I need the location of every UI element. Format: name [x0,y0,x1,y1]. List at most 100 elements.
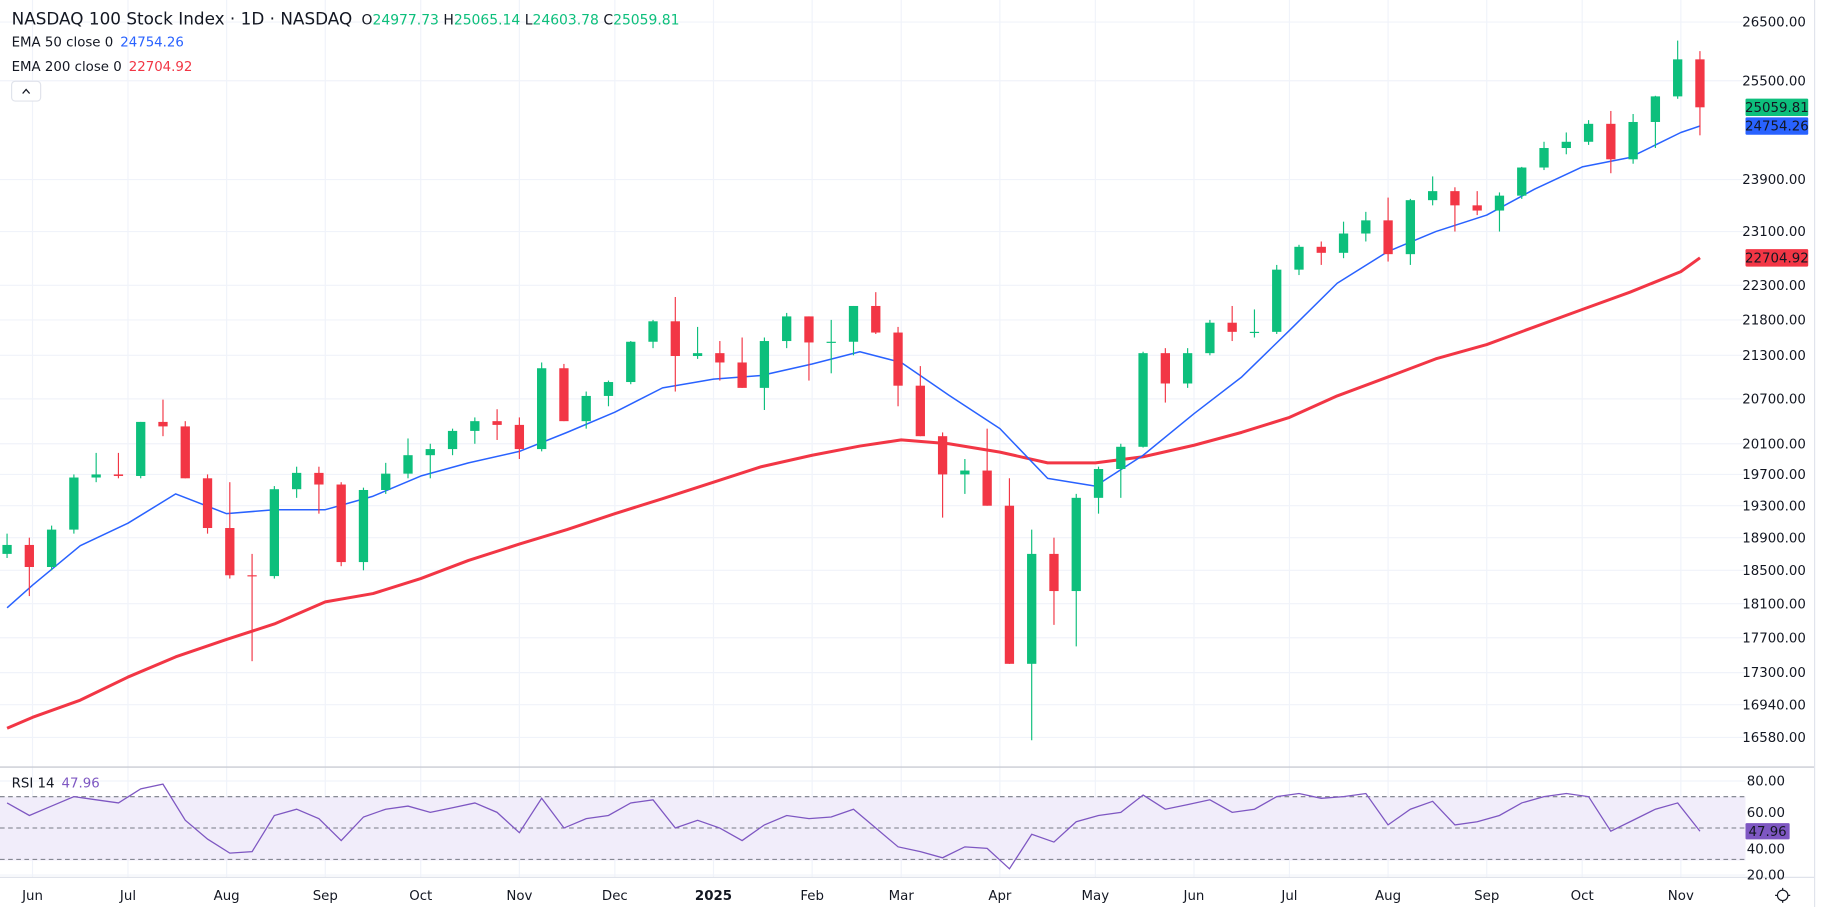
time-tick-label: Sep [1474,889,1499,904]
candle-body [1628,121,1638,160]
candle-body [1272,269,1282,332]
time-tick-label: Mar [889,889,915,904]
candle [381,462,391,494]
symbol-title[interactable]: NASDAQ 100 Stock Index · 1D · NASDAQ [12,8,353,28]
candle [1182,348,1193,388]
price-tick-label: 26500.00 [1742,16,1806,31]
collapse-legend-button[interactable] [11,80,42,102]
candle-body [91,474,101,478]
candle-body [358,489,369,563]
candle [1027,529,1037,741]
candle [759,337,770,410]
candle [470,417,480,444]
grid [0,0,1746,877]
candle-body [1561,141,1571,149]
low-label: L [525,12,533,28]
candle-body [470,421,480,431]
candle-body [492,421,502,425]
time-tick-label: Aug [214,889,240,904]
candle-body [202,478,213,529]
candle [1071,493,1081,647]
ohlc-readout: O24977.73 H25065.14 L24603.78 C25059.81 [362,12,680,28]
rsi-axis[interactable]: 80.00 60.00 40.00 20.00 [1747,775,1785,884]
candle-body [1227,322,1237,332]
candle-body [1004,505,1015,664]
candle-body [759,341,770,388]
candle [1450,187,1460,232]
time-tick-label: Nov [506,889,532,904]
candle [1316,241,1326,265]
candle-body [1138,353,1148,447]
candle [1695,51,1705,136]
price-tick-label: 19300.00 [1742,499,1806,514]
svg-text:24754.26: 24754.26 [1745,120,1809,135]
candle-body [336,484,346,563]
time-axis[interactable]: Jun Jul Aug Sep Oct Nov Dec 2025 Feb Mar Apr May Jun… [21,889,1694,904]
candle [69,474,79,534]
candle-body [225,528,235,576]
price-tick-label: 21800.00 [1742,314,1806,329]
ema50-line [6,125,1701,609]
candle-body [715,353,725,363]
candle [269,486,280,579]
candle-body [782,316,792,342]
candle-body [291,472,302,490]
candle-body [826,341,836,343]
candle [158,399,168,437]
open-value: 24977.73 [372,12,438,28]
candle [1673,40,1683,99]
candle [626,341,636,385]
rsi-tick-label: 40.00 [1747,842,1785,857]
candle [1049,537,1059,625]
candle-body [514,424,525,450]
price-axis[interactable]: 26500.00 25500.00 23900.00 23100.00 22300.00… [1742,16,1806,746]
price-tick-label: 20700.00 [1742,393,1806,408]
ema50-legend[interactable]: EMA 50 close 0 24754.26 [12,35,184,50]
candle-body [46,529,57,568]
candle-body [2,544,12,554]
price-tick-label: 17700.00 [1742,631,1806,646]
candle-body [1450,191,1460,206]
candle [225,482,235,579]
candle [670,296,680,392]
candle-body [1116,446,1126,470]
price-tick-label: 18100.00 [1742,597,1806,612]
candle [1205,319,1215,356]
candle [982,428,992,506]
candle [24,537,34,597]
time-tick-label: Jul [1280,889,1297,904]
candle-body [425,449,435,456]
time-tick-label: Jun [1183,889,1205,904]
settings-button[interactable] [1775,887,1791,903]
price-tick-label: 17300.00 [1742,666,1806,681]
candle [46,525,57,571]
ema200-legend[interactable]: EMA 200 close 0 22704.92 [12,60,193,75]
candle [1539,141,1549,171]
candle [492,409,502,440]
candle-body [692,353,703,357]
candle-body [158,421,168,427]
candle [113,452,124,479]
candle [1227,305,1237,342]
candle-body [1071,497,1081,592]
rsi-legend[interactable]: RSI 14 47.96 [12,776,100,791]
candle [937,432,948,518]
candle [692,326,703,359]
rsi-badge: 47.96 [1745,823,1790,840]
price-tick-label: 25500.00 [1742,74,1806,89]
candle [1606,110,1616,174]
candle-body [1427,191,1438,201]
candle-body [1027,553,1037,664]
candle [447,428,458,456]
candle [1583,120,1594,145]
candle [960,459,970,494]
rsi-tick-label: 60.00 [1747,806,1785,821]
rsi-tick-label: 80.00 [1747,775,1785,790]
candle-body [1583,123,1594,142]
candle-body [1338,233,1349,253]
price-tick-label: 20100.00 [1742,437,1806,452]
price-tick-label: 16580.00 [1742,731,1806,746]
candle [1361,211,1371,242]
price-tick-label: 23900.00 [1742,173,1806,188]
